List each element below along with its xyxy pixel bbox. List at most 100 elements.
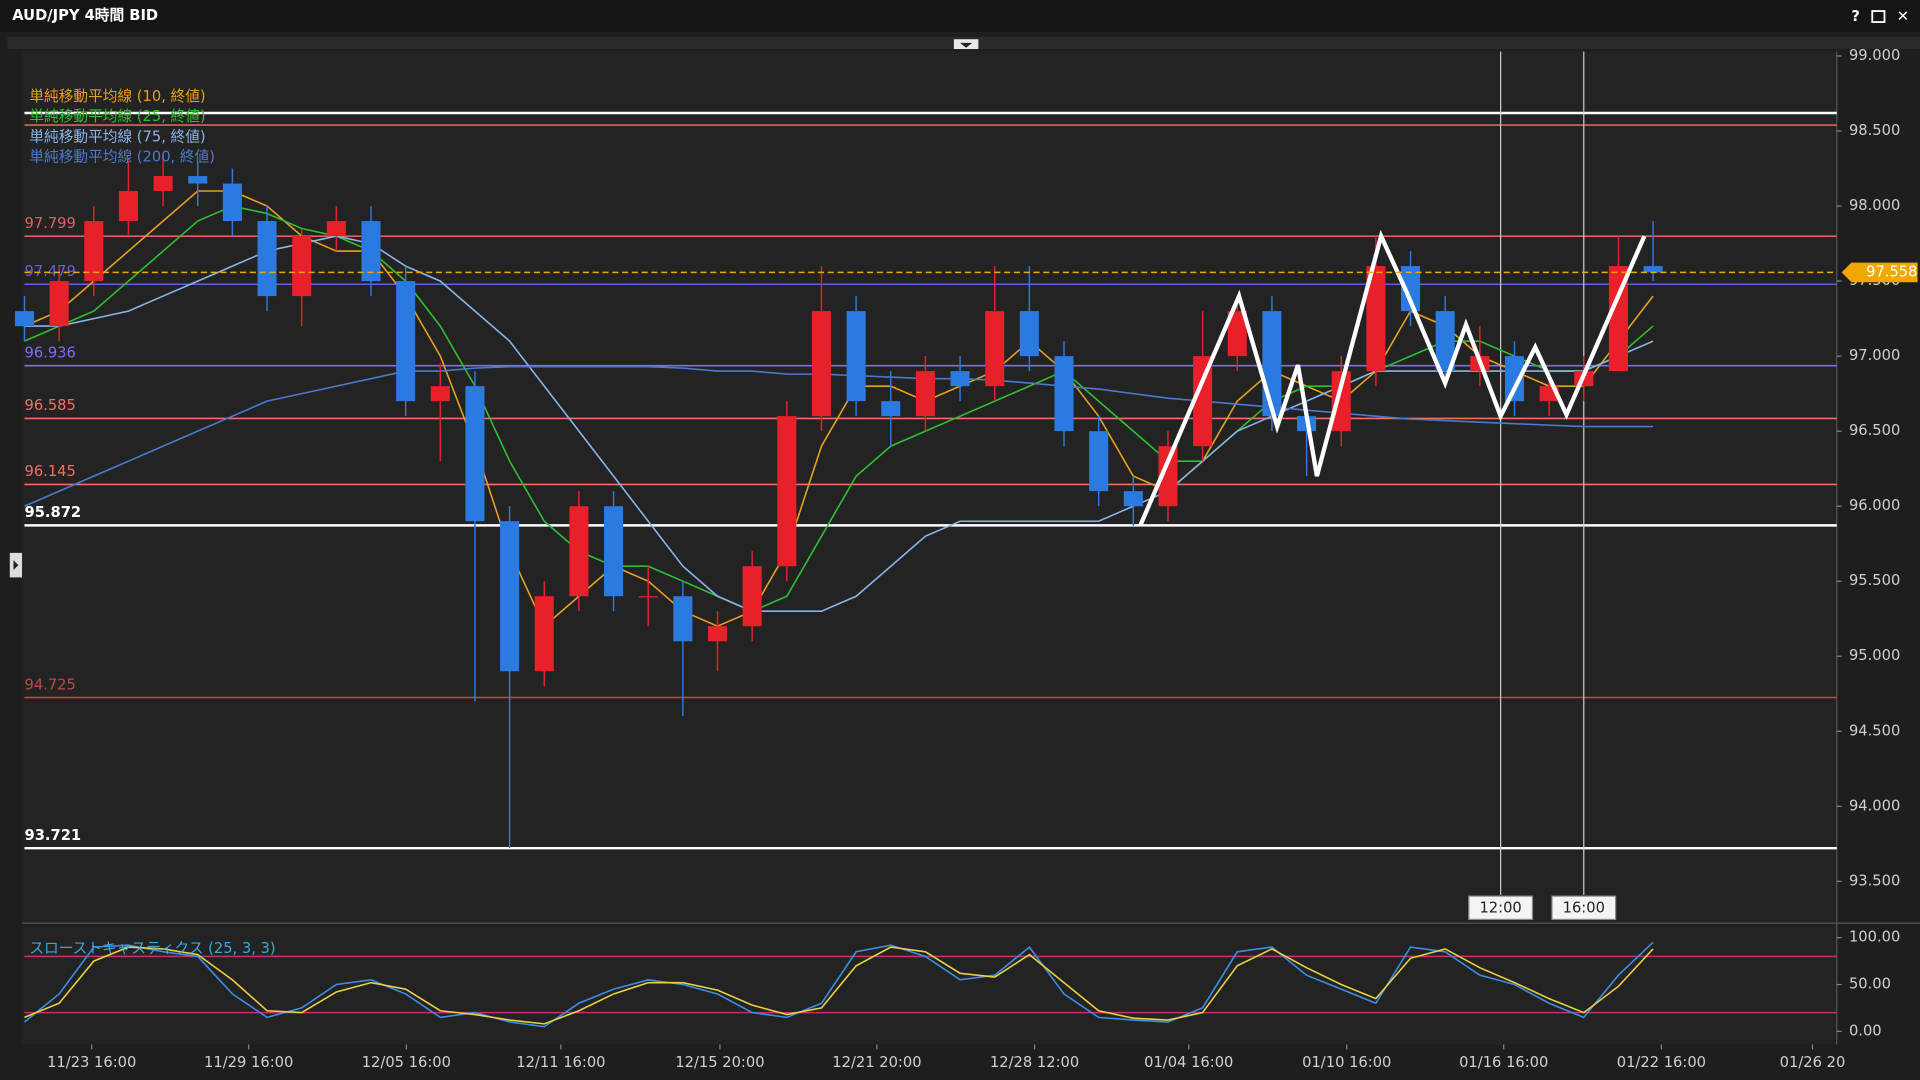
candle-body <box>1054 356 1074 432</box>
maximize-button[interactable] <box>1871 10 1886 23</box>
x-tick-label: 12/05 16:00 <box>362 1054 451 1071</box>
level-label: 94.725 <box>24 676 75 693</box>
x-tick-label: 11/29 16:00 <box>204 1054 293 1071</box>
candle-body <box>118 191 138 222</box>
candle-body <box>14 311 35 327</box>
candle-body <box>915 371 935 417</box>
candle-body <box>84 221 104 282</box>
candle-body <box>153 176 173 192</box>
y-tick-label: 95.000 <box>1849 647 1900 664</box>
candle-body <box>326 221 346 237</box>
marker-label: 16:00 <box>1563 899 1605 916</box>
candle-body <box>777 416 797 567</box>
candle-body <box>1435 311 1455 372</box>
title-bar <box>0 0 1920 32</box>
candle-body <box>1504 356 1525 402</box>
candle-body <box>396 281 416 402</box>
level-label: 96.936 <box>24 344 75 361</box>
candle-body <box>742 566 762 627</box>
candle-body <box>1366 266 1386 372</box>
level-label: 96.585 <box>24 397 75 414</box>
candle-body <box>49 281 69 327</box>
y-tick-label: 99.000 <box>1849 47 1900 64</box>
candle-body <box>638 596 658 598</box>
side-tab-arrow <box>13 560 19 571</box>
candle-body <box>1019 311 1039 357</box>
y-tick-label: 98.500 <box>1849 122 1900 139</box>
candle-body <box>1193 356 1213 447</box>
x-tick-label: 12/11 16:00 <box>516 1054 605 1071</box>
legend-entry: 単純移動平均線 (75, 終値) <box>29 128 205 145</box>
y-tick-label: 94.500 <box>1849 722 1900 739</box>
x-tick-label: 12/21 20:00 <box>832 1054 921 1071</box>
legend-entry: 単純移動平均線 (25, 終値) <box>29 108 205 125</box>
candle-body <box>188 176 208 184</box>
candle-body <box>673 596 693 642</box>
legend-entry: 単純移動平均線 (200, 終値) <box>29 149 215 166</box>
candle-body <box>1227 311 1247 357</box>
candle-body <box>1331 371 1351 432</box>
x-tick-label: 01/16 16:00 <box>1459 1054 1548 1071</box>
candle-body <box>1158 446 1178 507</box>
x-tick-label: 11/23 16:00 <box>47 1054 136 1071</box>
candle-body <box>604 506 624 597</box>
y-tick-label: 96.000 <box>1849 497 1900 514</box>
close-button[interactable]: ✕ <box>1897 8 1909 25</box>
candle-body <box>292 236 312 297</box>
stoch-line <box>23 941 1654 1028</box>
candle-body <box>846 311 866 402</box>
level-label: 97.799 <box>24 215 75 232</box>
candle-body <box>1262 311 1282 417</box>
help-button[interactable]: ? <box>1851 8 1860 25</box>
candle-body <box>1123 491 1143 507</box>
candle-body <box>534 596 554 672</box>
moving-average <box>24 365 1654 507</box>
level-label: 96.145 <box>24 463 75 480</box>
legend-entry: 単純移動平均線 (10, 終値) <box>29 88 205 105</box>
candle-body <box>985 311 1005 387</box>
x-tick-label: 12/15 20:00 <box>675 1054 764 1071</box>
y-tick-label: 94.000 <box>1849 797 1900 814</box>
candle-body <box>811 311 831 417</box>
stoch-title: スローストキャスティクス (25, 3, 3) <box>29 940 275 957</box>
chart-title: AUD/JPY 4時間 BID <box>12 6 158 24</box>
stoch-line <box>24 946 1654 1025</box>
marker-label: 12:00 <box>1479 899 1521 916</box>
candle-body <box>569 506 589 597</box>
plot-layer: 99.00098.50098.00097.50097.00096.50096.0… <box>14 47 1918 1071</box>
y-tick-label: 93.500 <box>1849 872 1900 889</box>
candle-body <box>361 221 381 282</box>
candle-body <box>465 386 485 522</box>
candle-body <box>500 521 520 672</box>
level-label: 97.479 <box>24 263 75 280</box>
marker-box <box>1551 895 1617 921</box>
y-tick-label: 95.500 <box>1849 572 1900 589</box>
candle-body <box>222 183 242 222</box>
candle-body <box>1089 431 1109 492</box>
zigzag-drawing <box>1138 229 1647 527</box>
level-label: 95.872 <box>24 504 81 521</box>
candle-body <box>1608 266 1628 372</box>
stoch-tick-label: 100.00 <box>1849 929 1900 946</box>
current-price-label: 97.558 <box>1866 263 1917 280</box>
level-label: 93.721 <box>24 827 81 844</box>
marker-box <box>1468 895 1534 921</box>
x-tick-label: 01/04 16:00 <box>1144 1054 1233 1071</box>
x-tick-label: 12/28 12:00 <box>990 1054 1079 1071</box>
candle-body <box>1400 266 1421 312</box>
toggle-arrow <box>960 42 973 48</box>
stoch-panel <box>22 925 1837 1045</box>
candle-body <box>430 386 450 402</box>
y-tick-label: 98.000 <box>1849 197 1900 214</box>
x-tick-label: 01/10 16:00 <box>1302 1054 1391 1071</box>
price-panel <box>22 51 1837 922</box>
candle-body <box>1643 266 1663 273</box>
y-tick-label: 96.500 <box>1849 422 1900 439</box>
x-tick-label: 01/26 20 <box>1780 1054 1846 1071</box>
y-tick-label: 97.000 <box>1849 347 1900 364</box>
candle-body <box>707 626 728 642</box>
stoch-tick-label: 0.00 <box>1849 1022 1882 1039</box>
x-tick-label: 01/22 16:00 <box>1617 1054 1706 1071</box>
